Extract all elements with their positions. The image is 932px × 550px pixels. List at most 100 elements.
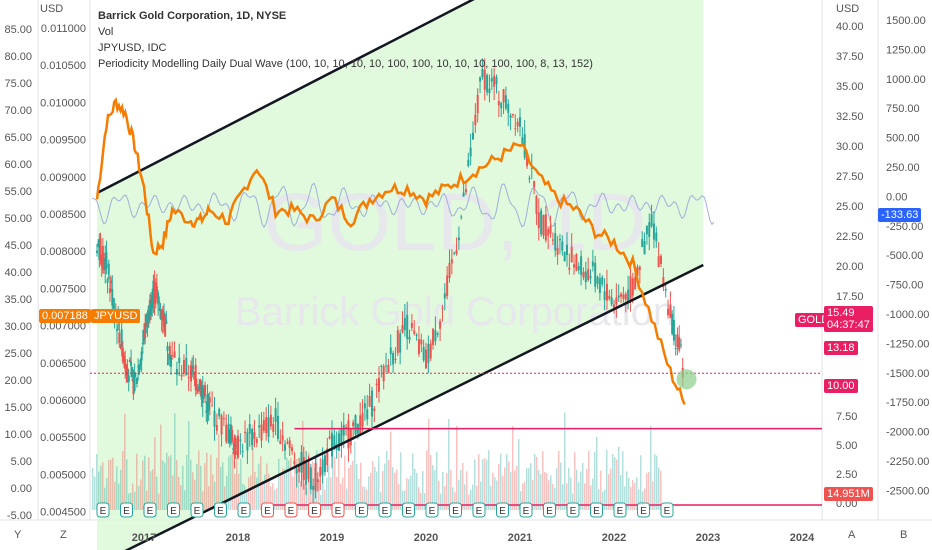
volume-bar (430, 455, 432, 510)
candle-body (349, 428, 352, 446)
volume-bar (558, 450, 560, 510)
axis-tick-label: -2000.00 (886, 427, 929, 439)
axis-tick-label: 250.00 (886, 162, 920, 174)
candle-body (570, 246, 573, 263)
wave-indicator-line (91, 182, 715, 229)
volume-bar (370, 473, 372, 510)
volume-bar (642, 491, 644, 510)
volume-bar (508, 461, 510, 510)
candle-body (627, 289, 630, 304)
candle-body (537, 212, 540, 229)
candle-body (319, 467, 322, 477)
candle-body (415, 335, 418, 337)
volume-bar (566, 483, 568, 510)
axis-tick-label: 32.50 (836, 111, 864, 123)
axis-tick-label: 2.50 (836, 469, 857, 481)
volume-bar (554, 487, 556, 510)
gold-price: 15.49 (827, 307, 855, 319)
volume-bar (196, 463, 198, 510)
candle-body (331, 432, 333, 457)
earnings-marker (214, 502, 227, 518)
legend-title[interactable]: Barrick Gold Corporation, 1D, NYSE (98, 10, 287, 22)
candle-body (573, 264, 576, 268)
candle-body (246, 432, 249, 451)
volume-bar (402, 490, 404, 510)
volume-bar (618, 446, 620, 510)
axis-tick-label: 0.00 (886, 191, 907, 203)
channel-upper-line[interactable] (96, 0, 703, 195)
candle-body (244, 431, 247, 433)
axis-tick-label: 0.005500 (40, 432, 86, 444)
axis-tick-label: 0.006000 (40, 395, 86, 407)
volume-bar (564, 412, 566, 510)
earnings-marker-label: E (617, 506, 624, 517)
earnings-marker-label: E (640, 506, 647, 517)
earnings-marker-label: E (546, 506, 553, 517)
volume-bar (204, 463, 206, 510)
volume-bar (576, 469, 578, 510)
volume-bar (396, 469, 398, 510)
axis-mode-z[interactable]: Z (60, 529, 67, 541)
candle-body (563, 251, 566, 262)
watermark-name: Barrick Gold Corporation (235, 290, 675, 334)
axis-tick-label: 35.00 (4, 294, 32, 306)
candle-body (112, 305, 115, 307)
legend-vol[interactable]: Vol (98, 26, 114, 38)
candle-body (575, 254, 578, 271)
candle-body (629, 276, 632, 301)
volume-bar (416, 472, 418, 510)
volume-bar (556, 468, 558, 510)
volume-bar (434, 470, 436, 510)
time-tick-label: 2018 (226, 532, 250, 544)
volume-bar (246, 489, 248, 510)
candle-body (171, 355, 174, 357)
volume-bar (526, 468, 528, 510)
candle-body (269, 414, 272, 427)
level-13-18-badge: 13.18 (824, 341, 858, 355)
legend-jpyusd[interactable]: JPYUSD, IDC (98, 42, 167, 54)
candle-body (613, 304, 615, 309)
volume-bar (406, 478, 408, 510)
candle-body (399, 333, 402, 353)
volume-bar (542, 451, 544, 510)
volume-bar (210, 454, 212, 510)
axis-mode-a[interactable]: A (848, 529, 856, 541)
candle-body (577, 266, 580, 271)
candle-body (403, 318, 406, 330)
volume-bar (410, 475, 412, 510)
candle-body (408, 336, 411, 340)
candle-body (161, 309, 164, 321)
candle-body (260, 424, 263, 441)
candle-body (601, 277, 604, 285)
volume-bar (352, 460, 354, 510)
candle-body (340, 428, 343, 446)
volume-bar (514, 470, 516, 510)
time-tick-label: 2023 (696, 532, 720, 544)
volume-bar (330, 477, 332, 510)
candle-body (516, 121, 519, 127)
volume-bar (268, 473, 270, 510)
axis-tick-label: -1000.00 (886, 309, 929, 321)
axis-mode-b[interactable]: B (900, 529, 908, 541)
volume-bar (358, 478, 360, 510)
axis-mode-y[interactable]: Y (14, 529, 22, 541)
candle-body (307, 463, 310, 480)
earnings-marker-label: E (241, 506, 248, 517)
candle-body (672, 320, 675, 341)
candle-body (231, 429, 234, 442)
volume-bar (106, 478, 108, 510)
volume-bar (628, 477, 630, 510)
earnings-marker (120, 502, 133, 518)
candle-body (479, 77, 482, 82)
volume-bar (392, 467, 394, 510)
candle-body (211, 405, 214, 407)
volume-bar (404, 490, 406, 510)
volume-bar (658, 467, 660, 510)
volume-bar (134, 491, 136, 510)
volume-bar (646, 473, 648, 510)
volume-bar (322, 474, 324, 510)
legend-indicator[interactable]: Periodicity Modelling Daily Dual Wave (1… (98, 58, 593, 70)
candle-body (227, 423, 230, 444)
volume-bar (166, 452, 168, 510)
